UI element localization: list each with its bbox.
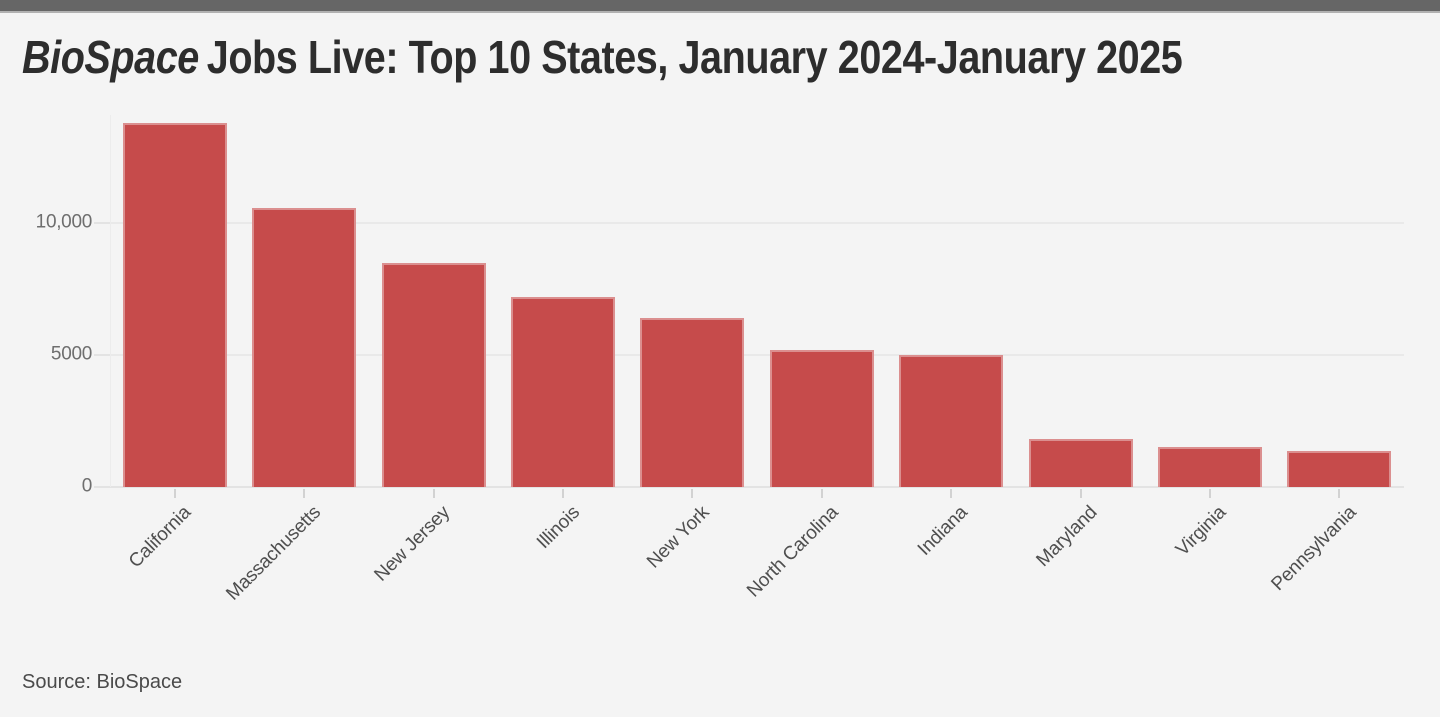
y-tick-label-5000: 5000 — [50, 343, 92, 365]
x-tick-label-california: California — [125, 502, 196, 573]
x-tick-label-virginia: Virginia — [1172, 502, 1231, 561]
x-tick-new-york — [691, 489, 694, 498]
bar-north-carolina — [769, 349, 874, 487]
x-tick-massachusetts — [303, 489, 306, 498]
gridline-10000 — [110, 222, 1404, 224]
x-tick-label-indiana: Indiana — [914, 502, 972, 560]
bar-illinois — [510, 296, 615, 487]
bar-new-jersey — [381, 262, 486, 487]
x-tick-label-new-jersey: New Jersey — [370, 502, 455, 586]
y-tick-5000 — [94, 354, 110, 356]
gridline-5000 — [110, 354, 1404, 356]
x-tick-virginia — [1208, 489, 1211, 498]
source-note: Source: BioSpace — [22, 671, 183, 693]
x-tick-maryland — [1079, 489, 1082, 498]
bar-massachusetts — [252, 208, 357, 487]
x-tick-pennsylvania — [1338, 489, 1341, 498]
chart-title: BioSpace Jobs Live: Top 10 States, Januar… — [22, 30, 1183, 84]
bar-new-york — [640, 318, 745, 487]
x-tick-label-massachusetts: Massachusetts — [222, 502, 325, 605]
bar-virginia — [1157, 447, 1262, 487]
x-axis-line — [94, 486, 1404, 488]
x-tick-north-carolina — [820, 489, 823, 498]
x-tick-label-illinois: Illinois — [532, 502, 584, 554]
x-tick-illinois — [561, 489, 564, 498]
x-tick-california — [173, 489, 176, 498]
top-accent-bar — [0, 0, 1440, 13]
x-tick-label-new-york: New York — [642, 502, 714, 573]
chart-title-brand: BioSpace — [22, 31, 199, 83]
y-tick-label-0: 0 — [81, 475, 93, 497]
bar-indiana — [899, 355, 1004, 487]
x-tick-label-north-carolina: North Carolina — [743, 502, 843, 602]
chart-title-rest: Jobs Live: Top 10 States, January 2024-J… — [206, 31, 1183, 83]
x-tick-label-maryland: Maryland — [1032, 502, 1102, 571]
y-axis-line — [110, 115, 111, 487]
bar-pennsylvania — [1287, 451, 1392, 487]
x-tick-new-jersey — [432, 489, 435, 498]
x-tick-label-pennsylvania: Pennsylvania — [1267, 502, 1361, 596]
bar-california — [122, 122, 227, 487]
y-tick-label-10000: 10,000 — [35, 211, 93, 233]
bar-maryland — [1028, 439, 1133, 487]
y-tick-10000 — [94, 222, 110, 224]
x-tick-indiana — [950, 489, 953, 498]
